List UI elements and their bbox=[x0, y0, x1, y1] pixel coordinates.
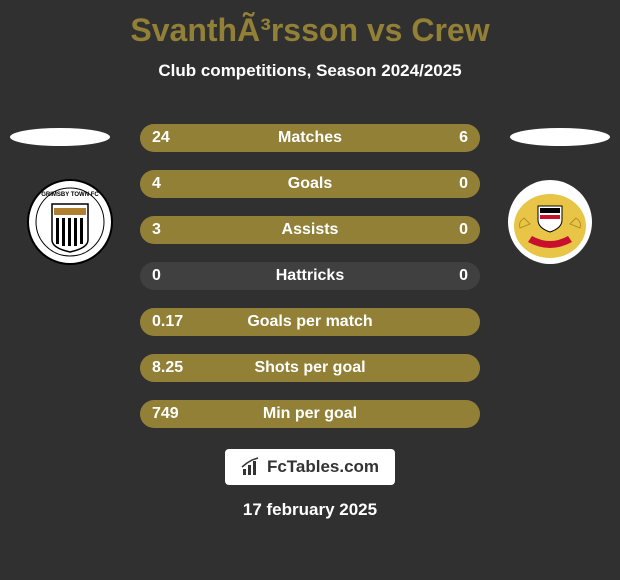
footer-logo: FcTables.com bbox=[225, 449, 395, 485]
stat-label: Goals per match bbox=[140, 308, 480, 336]
stat-row: 8.25Shots per goal bbox=[140, 354, 480, 382]
stat-label: Hattricks bbox=[140, 262, 480, 290]
doncaster-rovers-icon bbox=[498, 178, 602, 266]
stat-label: Assists bbox=[140, 216, 480, 244]
team-badge-right bbox=[498, 178, 602, 266]
stat-row: 3Assists0 bbox=[140, 216, 480, 244]
svg-text:GRIMSBY TOWN FC: GRIMSBY TOWN FC bbox=[41, 192, 99, 198]
stat-label: Shots per goal bbox=[140, 354, 480, 382]
stat-value-right: 0 bbox=[459, 170, 468, 198]
stat-value-right: 6 bbox=[459, 124, 468, 152]
player-oval-left bbox=[10, 128, 110, 146]
grimsby-town-icon: GRIMSBY TOWN FC bbox=[18, 178, 122, 266]
stat-value-right: 0 bbox=[459, 262, 468, 290]
stat-label: Min per goal bbox=[140, 400, 480, 428]
comparison-date: 17 february 2025 bbox=[0, 500, 620, 520]
stat-label: Matches bbox=[140, 124, 480, 152]
footer-logo-text: FcTables.com bbox=[267, 457, 379, 477]
chart-icon bbox=[241, 457, 261, 477]
stat-value-right: 0 bbox=[459, 216, 468, 244]
player-oval-right bbox=[510, 128, 610, 146]
stat-row: 24Matches6 bbox=[140, 124, 480, 152]
comparison-subtitle: Club competitions, Season 2024/2025 bbox=[0, 61, 620, 81]
stats-container: 24Matches64Goals03Assists00Hattricks00.1… bbox=[140, 124, 480, 446]
stat-row: 4Goals0 bbox=[140, 170, 480, 198]
stat-row: 749Min per goal bbox=[140, 400, 480, 428]
comparison-title: SvanthÃ³rsson vs Crew bbox=[0, 0, 620, 49]
stat-row: 0Hattricks0 bbox=[140, 262, 480, 290]
stat-label: Goals bbox=[140, 170, 480, 198]
team-badge-left: GRIMSBY TOWN FC bbox=[18, 178, 122, 266]
stat-row: 0.17Goals per match bbox=[140, 308, 480, 336]
